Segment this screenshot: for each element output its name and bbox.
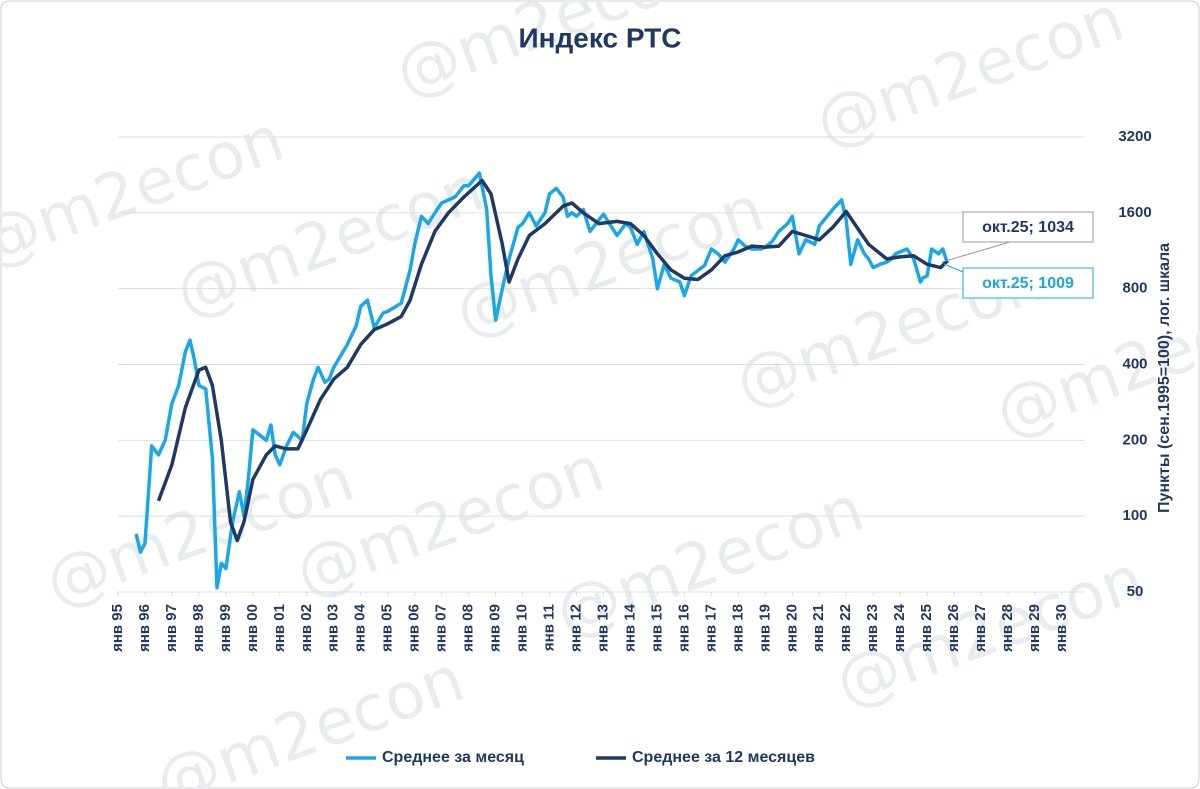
x-tick-label: янв 17 [702,604,719,652]
series-line [156,178,949,543]
x-tick-label: янв 20 [783,604,800,652]
y-tick-label: 50 [1127,583,1144,600]
y-tick-label: 100 [1122,507,1147,524]
x-tick-label: янв 02 [298,604,315,652]
y-tick-label: 1600 [1118,204,1151,221]
x-tick-label: янв 21 [810,604,827,652]
annotation: окт.25; 1034 [982,219,1074,236]
y-tick-label: 3200 [1118,128,1151,145]
x-tick-label: янв 06 [406,604,423,652]
callout-leader [941,241,1011,263]
callout-leader [943,263,964,273]
x-tick-label: янв 09 [487,604,504,652]
x-tick-label: янв 28 [999,604,1016,652]
chart-title: Индекс РТС [518,22,681,53]
x-tick-label: янв 24 [891,603,908,652]
callout-12m: окт.25; 1034 [941,211,1094,263]
x-tick-label: янв 97 [163,604,180,652]
x-tick-label: янв 30 [1053,604,1070,652]
x-tick-label: янв 18 [729,604,746,652]
x-tick-label: янв 99 [217,604,234,652]
x-tick-label: янв 22 [837,604,854,652]
x-tick-label: янв 04 [352,603,369,652]
callout-month: окт.25; 1009 [943,263,1094,299]
y-tick-label: 400 [1122,355,1147,372]
x-tick-label: янв 12 [567,604,584,652]
x-tick-label: янв 05 [379,604,396,652]
x-tick-label: янв 13 [594,604,611,652]
x-tick-label: янв 98 [190,604,207,652]
legend-label: Среднее за месяц [382,749,524,766]
x-tick-label: янв 23 [864,604,881,652]
x-tick-label: янв 26 [945,604,962,652]
callout-box [962,267,1094,299]
x-tick-label: янв 27 [972,604,989,652]
x-tick-label: янв 95 [109,604,126,652]
x-tick-label: янв 01 [271,604,288,652]
grid: 50 100 200 400 800 1600 3200 янв 95 янв 96 янв 97… [109,128,1152,652]
x-tick-label: янв 14 [621,603,638,652]
y-tick-label: 800 [1122,280,1147,297]
x-tick-label: янв 03 [325,604,342,652]
x-tick-label: янв 15 [648,604,665,652]
x-tick-label: янв 07 [433,604,450,652]
y-tick-label: 200 [1122,431,1147,448]
x-tick-label: янв 19 [756,604,773,652]
x-tick-label: янв 25 [918,604,935,652]
plot-area [134,171,950,590]
y-axis-label: Пункты (сен.1995=100), лог. шкала [1156,243,1173,513]
legend-label: Среднее за 12 месяцев [632,749,815,766]
x-tick-label: янв 08 [460,604,477,652]
annotation: окт.25; 1009 [982,275,1074,292]
x-tick-label: янв 96 [136,604,153,652]
series-line [134,171,950,590]
x-tick-label: янв 16 [675,604,692,652]
x-tick-label: янв 00 [244,604,261,652]
legend: Среднее за месяц Среднее за 12 месяцев [346,749,815,766]
x-tick-label: янв 10 [514,604,531,652]
x-tick-label: янв 11 [541,604,558,651]
x-tick-label: янв 29 [1026,604,1043,652]
callout-box [962,211,1094,243]
